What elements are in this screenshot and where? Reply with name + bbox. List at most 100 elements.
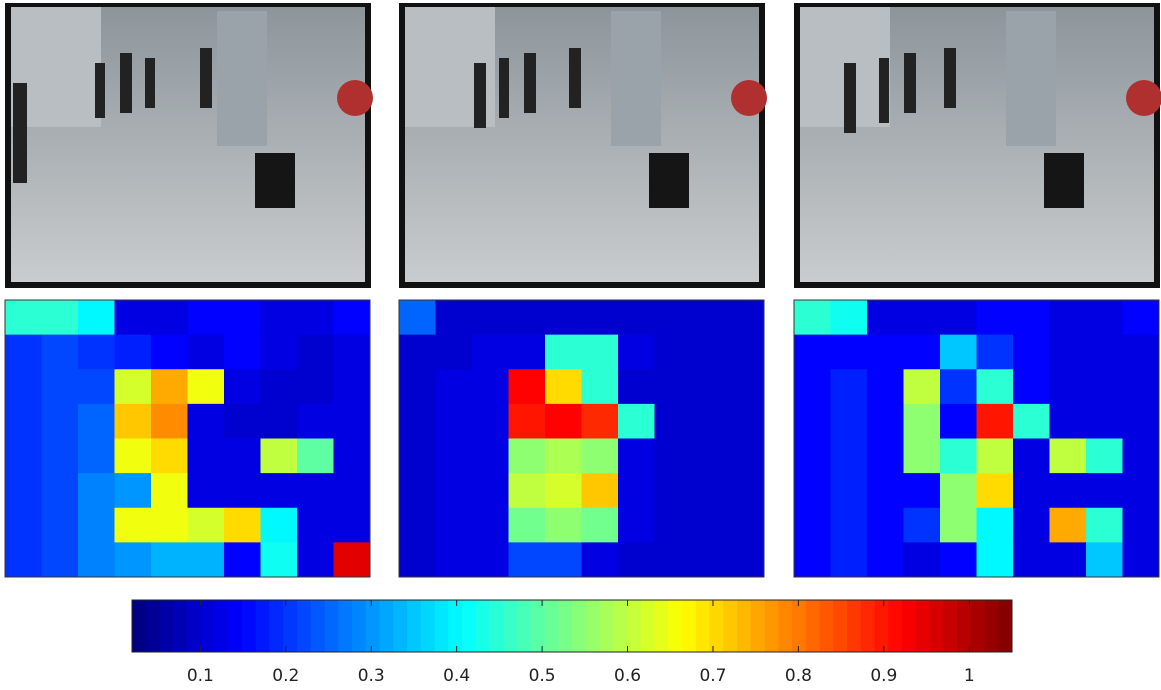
- heatmap-cell: [151, 439, 188, 474]
- heatmap-cell: [1013, 369, 1050, 404]
- heatmap-cell: [831, 335, 868, 370]
- heatmap-cell: [297, 300, 334, 335]
- heatmap-cell: [655, 404, 692, 439]
- heatmap-cell: [867, 369, 904, 404]
- heatmap-cell: [5, 369, 42, 404]
- colorbar-swatch: [710, 600, 724, 652]
- heatmap-cell: [582, 508, 619, 543]
- colorbar-swatch: [820, 600, 834, 652]
- colorbar-swatch: [792, 600, 806, 652]
- tick-label: 0.5: [529, 666, 556, 686]
- colorbar-swatch: [201, 600, 215, 652]
- heatmap-cell: [728, 439, 765, 474]
- heatmap-cell: [618, 369, 655, 404]
- heatmap-cell: [224, 508, 261, 543]
- heatmap-cell: [940, 473, 977, 508]
- heatmap-cell: [977, 404, 1014, 439]
- heatmap-cell: [224, 369, 261, 404]
- colorbar-swatch: [448, 600, 462, 652]
- heatmap-cell: [618, 508, 655, 543]
- heatmap-cell: [334, 473, 371, 508]
- colorbar-swatch: [545, 600, 559, 652]
- colorbar-swatch: [462, 600, 476, 652]
- heatmap-cell: [436, 473, 473, 508]
- heatmap-cell: [940, 439, 977, 474]
- colorbar-swatch: [325, 600, 339, 652]
- heatmap-cell: [42, 439, 79, 474]
- heatmap-cell: [5, 473, 42, 508]
- colorbar-swatch: [916, 600, 930, 652]
- heatmap-cell: [399, 369, 436, 404]
- photo: [5, 3, 373, 288]
- colorbar-swatch: [407, 600, 421, 652]
- heatmap-cell: [867, 542, 904, 577]
- heatmap-cell: [867, 473, 904, 508]
- heatmap-cell: [977, 369, 1014, 404]
- colorbar-swatch: [943, 600, 957, 652]
- heatmap-cell: [1086, 335, 1123, 370]
- heatmap-cell: [334, 439, 371, 474]
- heatmap-cell: [867, 300, 904, 335]
- heatmap-cell: [472, 542, 509, 577]
- heatmap-cell: [151, 369, 188, 404]
- heatmap-cell: [261, 300, 298, 335]
- heatmap-cell: [436, 508, 473, 543]
- heatmap-cell: [399, 404, 436, 439]
- heatmap-cell: [618, 439, 655, 474]
- heatmap-cell: [42, 369, 79, 404]
- heatmap-cell: [42, 508, 79, 543]
- heatmap-cell: [618, 473, 655, 508]
- heatmap-cell: [509, 542, 546, 577]
- heatmap-cell: [831, 473, 868, 508]
- colorbar-swatch: [283, 600, 297, 652]
- heatmap-cell: [399, 335, 436, 370]
- heatmap-cell: [904, 508, 941, 543]
- colorbar-swatch: [421, 600, 435, 652]
- heatmap-cell: [1086, 439, 1123, 474]
- colorbar-swatch: [737, 600, 751, 652]
- heatmap-cell: [1013, 473, 1050, 508]
- heatmap-cell: [42, 335, 79, 370]
- heatmap-cell: [297, 508, 334, 543]
- heatmap-cell: [188, 473, 225, 508]
- heatmap-cell: [655, 542, 692, 577]
- colorbar-swatch: [476, 600, 490, 652]
- heatmap-cell: [151, 542, 188, 577]
- heatmap-cell: [691, 439, 728, 474]
- colorbar-swatch: [572, 600, 586, 652]
- heatmap-cell: [115, 542, 152, 577]
- heatmap-cell: [728, 404, 765, 439]
- heatmap-cell: [728, 369, 765, 404]
- heatmap-cell: [224, 473, 261, 508]
- heatmap-cell: [1050, 473, 1087, 508]
- heatmap-cell: [261, 542, 298, 577]
- heatmap-cell: [977, 542, 1014, 577]
- colorbar-swatch: [503, 600, 517, 652]
- heatmap-cell: [1086, 300, 1123, 335]
- heatmap-cell: [794, 542, 831, 577]
- colorbar-swatch: [228, 600, 242, 652]
- heatmap-cell: [472, 508, 509, 543]
- heatmap-cell: [261, 404, 298, 439]
- colorbar-swatch: [242, 600, 256, 652]
- colorbar-swatch: [641, 600, 655, 652]
- heatmap-cell: [509, 508, 546, 543]
- colorbar-swatch: [215, 600, 229, 652]
- heatmap-cell: [618, 300, 655, 335]
- heatmap-cell: [582, 473, 619, 508]
- heatmap-cell: [545, 542, 582, 577]
- colorbar-swatch: [888, 600, 902, 652]
- heatmap-cell: [151, 335, 188, 370]
- colorbar-swatch: [352, 600, 366, 652]
- colorbar-swatch: [160, 600, 174, 652]
- heatmap-cell: [1013, 300, 1050, 335]
- heatmap-cell: [5, 542, 42, 577]
- colorbar-swatch: [600, 600, 614, 652]
- heatmap-cell: [78, 404, 115, 439]
- colorbar-swatch: [173, 600, 187, 652]
- heatmap-cell: [794, 300, 831, 335]
- heatmap-cell: [472, 335, 509, 370]
- colorbar-swatch: [435, 600, 449, 652]
- heatmap-cell: [509, 473, 546, 508]
- heatmap-cell: [151, 473, 188, 508]
